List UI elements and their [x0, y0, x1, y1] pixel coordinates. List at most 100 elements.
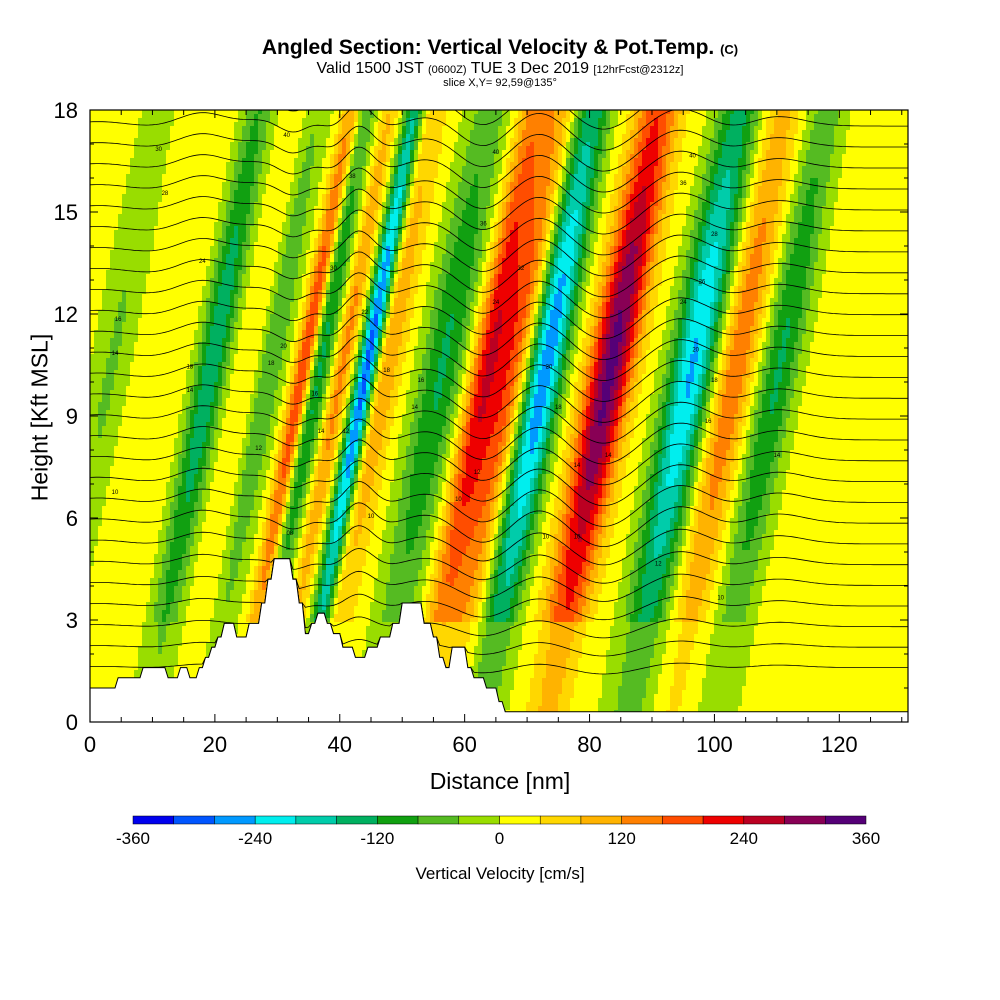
isentrope-label: 14 [112, 351, 119, 357]
isentrope-line [90, 230, 908, 277]
isentrope-line [90, 480, 908, 527]
colorbar-segment [295, 815, 337, 825]
isentrope-label: 12 [343, 429, 350, 435]
y-tick-label: 12 [54, 302, 78, 327]
isentrope-label: 20 [692, 347, 699, 353]
isentrope-line [90, 502, 908, 547]
title-main: Angled Section: Vertical Velocity & Pot.… [262, 36, 714, 59]
isentrope-line [90, 460, 908, 506]
y-tick-label: 0 [66, 710, 78, 735]
isentrope-label: 30 [155, 147, 162, 153]
y-axis-label: Height [Kft MSL] [27, 318, 54, 518]
colorbar-segment [336, 815, 378, 825]
isentrope-line [90, 439, 908, 486]
isentrope-label: 18 [187, 364, 194, 370]
colorbar-segment [132, 815, 174, 825]
isentrope-label: 18 [711, 378, 718, 384]
isentrope-label: 12 [655, 562, 662, 568]
isentrope-label: 18 [268, 361, 275, 367]
chart-subtitle: Valid 1500 JST (0600Z) TUE 3 Dec 2019 [1… [0, 60, 1000, 78]
colorbar-segment [417, 815, 460, 825]
isentrope-label: 10 [368, 514, 375, 520]
isentrope-label: 36 [480, 222, 487, 228]
isentrope-line [90, 558, 908, 639]
isentrope-label: 30 [330, 266, 337, 272]
y-tick-label: 9 [66, 404, 78, 429]
isentrope-line [90, 397, 908, 444]
isentrope-label: 14 [187, 388, 194, 394]
isentrope-line [90, 558, 908, 621]
colorbar-segment [784, 815, 826, 825]
isentrope-line [90, 558, 908, 602]
valid-time: Valid 1500 JST [317, 60, 424, 77]
isentrope-label: 14 [411, 405, 418, 411]
isentrope-line [90, 209, 908, 256]
forecast-info: [12hrFcst@2312z] [593, 64, 683, 76]
isentrope-line [90, 525, 908, 566]
isentrope-label: 40 [283, 133, 290, 139]
isentrope-line [90, 293, 908, 340]
isentrope-label: 10 [574, 534, 581, 540]
isentrope-label: 28 [162, 191, 169, 197]
isentrope-label: 08 [286, 531, 293, 537]
isentrope-label: 40 [493, 150, 500, 156]
colorbar-segment [173, 815, 215, 825]
isentrope-label: 22 [361, 310, 368, 316]
x-tick-label: 120 [821, 732, 858, 757]
colorbar-segment [621, 815, 663, 825]
colorbar-tick-label: 360 [852, 829, 880, 848]
colorbar-segment [662, 815, 704, 825]
colorbar-segment [825, 815, 867, 825]
y-tick-label: 15 [54, 200, 78, 225]
isentrope-line [90, 251, 908, 298]
isentrope-line [90, 42, 908, 87]
isentrope-line [90, 548, 908, 584]
isentrope-line [90, 125, 908, 172]
isentrope-label: 18 [383, 368, 390, 374]
isentrope-label: 10 [112, 490, 119, 496]
slice-info: slice X,Y= 92,59@135° [0, 77, 1000, 89]
chart-title: Angled Section: Vertical Velocity & Pot.… [0, 36, 1000, 60]
isentrope-label: 10 [542, 534, 549, 540]
x-axis-label: Distance [nm] [0, 768, 1000, 795]
isentrope-line [90, 376, 908, 423]
isentrope-label: 14 [774, 453, 781, 459]
colorbar-segment [254, 815, 297, 825]
x-tick-label: 60 [452, 732, 476, 757]
isentrope-label: 28 [711, 232, 718, 238]
isentrope-label: 10 [717, 596, 724, 602]
x-tick-label: 80 [577, 732, 601, 757]
colorbar-tick-label: 240 [730, 829, 758, 848]
y-tick-label: 3 [66, 608, 78, 633]
y-tick-label: 6 [66, 506, 78, 531]
isentrope-label: 20 [280, 344, 287, 350]
colorbar-segment [743, 815, 785, 825]
valid-utc: (0600Z) [428, 64, 467, 76]
colorbar-segment [499, 815, 541, 825]
isentrope-line [90, 63, 908, 108]
isentrope-line [90, 314, 908, 360]
isentrope-label: 14 [605, 453, 612, 459]
isentrope-label: 36 [680, 181, 687, 187]
isentrope-label: 16 [115, 317, 122, 323]
isentrope-label: 24 [493, 300, 500, 306]
isentrope-label: 32 [518, 266, 525, 272]
isentrope-label: 14 [574, 463, 581, 469]
colorbar-tick-label: 0 [495, 829, 504, 848]
valid-date: TUE 3 Dec 2019 [471, 60, 589, 77]
colorbar-segment [539, 815, 582, 825]
isentrope-line [90, 188, 908, 235]
title-suffix: (C) [720, 42, 738, 57]
isentrope-label: 12 [255, 446, 262, 452]
isentrope-label: 26 [699, 279, 706, 285]
isentrope-line [90, 167, 908, 214]
colorbar-tick-label: -240 [238, 829, 272, 848]
colorbar-segment [458, 815, 500, 825]
colorbar-tick-label: 120 [607, 829, 635, 848]
isentrope-label: 20 [546, 364, 553, 370]
isentrope-label: 40 [689, 154, 696, 160]
isentrope-line [90, 272, 908, 319]
isentrope-label: 24 [680, 300, 687, 306]
terrain-profile [90, 558, 908, 722]
colorbar-tick-label: -360 [116, 829, 150, 848]
